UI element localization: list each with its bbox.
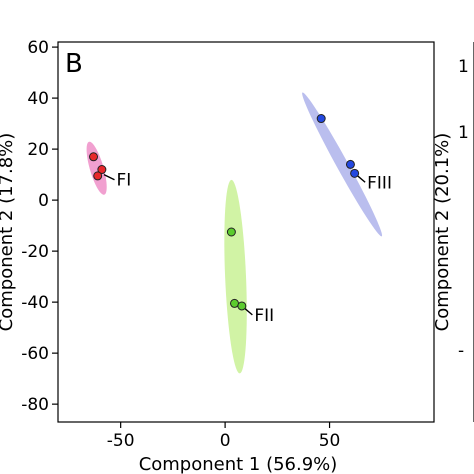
data-points bbox=[89, 114, 360, 311]
point-fiii bbox=[345, 159, 355, 169]
right-panel-tick-3: - bbox=[458, 341, 464, 361]
label-fii: FII bbox=[254, 306, 274, 326]
x-tick-label: 0 bbox=[220, 431, 231, 451]
y-tick-label: -40 bbox=[21, 293, 49, 313]
y-tick-label: 0 bbox=[38, 191, 49, 211]
y-axis-title: Component 2 (17.8%) bbox=[0, 133, 17, 332]
right-panel-tick-2: 1 bbox=[458, 123, 469, 143]
y-tick-label: -20 bbox=[21, 242, 49, 262]
ellipse-fii bbox=[224, 179, 247, 374]
label-fi: FI bbox=[116, 171, 131, 191]
y-tick-label: 40 bbox=[27, 89, 49, 109]
y-tick-label: 20 bbox=[27, 140, 49, 160]
right-panel-y-axis-title: Component 2 (20.1%) bbox=[432, 133, 453, 332]
point-fii bbox=[237, 301, 247, 311]
right-panel-tick-1: 1 bbox=[458, 57, 469, 77]
point-fi bbox=[89, 152, 99, 162]
y-tick-label: -80 bbox=[21, 395, 49, 415]
ellipse-fiii bbox=[302, 92, 383, 237]
point-fi bbox=[93, 171, 103, 181]
plot-frame bbox=[57, 41, 435, 423]
y-axis-ticks: 60 40 20 0 -20 -40 -60 -80 bbox=[21, 38, 58, 415]
panel-letter: B bbox=[65, 49, 83, 79]
x-tick-label: -50 bbox=[107, 431, 135, 451]
point-fiii bbox=[350, 168, 360, 178]
label-fiii: FIII bbox=[367, 173, 392, 193]
point-fii bbox=[230, 298, 240, 308]
leader-line-fi bbox=[103, 173, 115, 181]
point-fi bbox=[97, 165, 107, 175]
x-axis-title: Component 1 (56.9%) bbox=[139, 454, 338, 474]
x-axis-ticks: -50 0 50 bbox=[107, 422, 341, 451]
point-fiii bbox=[316, 114, 326, 124]
y-tick-label: -60 bbox=[21, 344, 49, 364]
x-tick-label: 50 bbox=[319, 431, 341, 451]
point-fii bbox=[226, 227, 236, 237]
group-labels: FI FII FIII bbox=[116, 171, 391, 326]
y-tick-label: 60 bbox=[27, 38, 49, 58]
